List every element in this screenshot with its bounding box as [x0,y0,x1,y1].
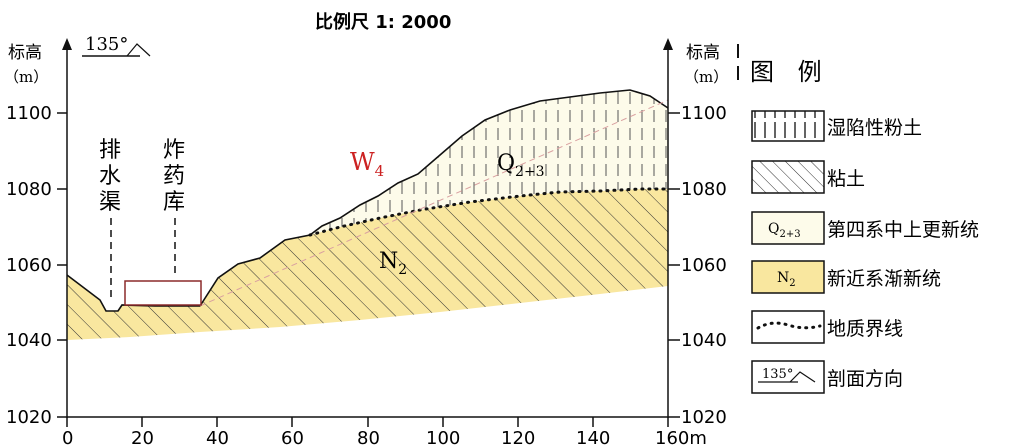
x-tick-20: 20 [131,428,154,447]
legend-item-neogene: N2 新近系渐新统 [751,260,941,294]
left-axis: 1100 1080 1060 1040 1020 [6,38,72,428]
left-axis-label-line2: （m） [4,68,48,86]
svg-text:药: 药 [163,164,185,189]
x-tick-100: 100 [426,428,460,447]
left-tick-1100: 1100 [6,103,52,124]
legend-label-clay: 粘土 [827,168,865,190]
x-tick-140: 140 [576,428,610,447]
legend-label-collapsible-loess: 湿陷性粉土 [827,117,922,139]
w4-label: W4 [350,148,384,180]
bottom-axis: 0 20 40 60 80 100 120 140 160m [62,416,707,447]
quaternary-label: Q2+3 [497,151,545,180]
svg-text:渠: 渠 [99,190,121,215]
scale-title: 比例尺 1: 2000 [315,11,451,33]
left-tick-1060: 1060 [6,255,52,276]
neogene-label: N2 [379,249,407,278]
svg-text:炸: 炸 [163,138,185,163]
right-tick-1040: 1040 [681,330,727,351]
geological-boundary [308,187,670,237]
depot-label: 炸 药 库 [163,138,185,215]
right-tick-1100: 1100 [681,103,727,124]
legend-item-boundary: 地质界线 [751,310,903,344]
legend-symbol-neogene: N2 [777,270,796,289]
right-axis-label-line2: （m） [684,68,728,86]
x-tick-40: 40 [206,428,229,447]
left-tick-1080: 1080 [6,179,52,200]
svg-text:库: 库 [163,190,185,215]
svg-text:水: 水 [99,164,121,189]
explosive-depot-box [124,280,202,306]
neogene-layer [67,189,668,340]
x-tick-80: 80 [357,428,380,447]
left-tick-1020: 1020 [6,407,52,428]
right-axis-label-line1: 标高 [686,43,720,63]
right-tick-1060: 1060 [681,255,727,276]
x-tick-120: 120 [501,428,535,447]
x-tick-0: 0 [62,428,73,447]
legend-title: 图 例 [750,58,830,86]
x-tick-60: 60 [281,428,304,447]
legend-label-boundary: 地质界线 [827,318,903,340]
legend-symbol-direction: 135° [762,367,793,382]
svg-text:排: 排 [99,138,121,163]
legend-label-direction: 剖面方向 [827,368,903,390]
legend-label-quaternary: 第四系中上更新统 [827,219,979,241]
legend-item-clay: 粘土 [751,160,865,194]
quaternary-layer [310,90,668,235]
legend-item-collapsible-loess: 湿陷性粉土 [751,110,922,142]
legend-item-quaternary: Q2+3 第四系中上更新统 [751,211,979,245]
right-axis: 1100 1080 1060 1040 1020 [663,38,727,428]
direction-symbol: 135° [82,34,151,57]
x-tick-160: 160m [655,428,707,447]
legend-item-direction: 135° 剖面方向 [751,360,903,394]
legend: 图 例 湿陷性粉土 粘土 Q2+3 第四系中上更新统 N2 新近系渐新统 [737,44,979,394]
left-tick-1040: 1040 [6,330,52,351]
legend-label-neogene: 新近系渐新统 [827,268,941,290]
legend-symbol-quaternary: Q2+3 [768,221,801,240]
direction-angle-text: 135° [85,34,128,55]
right-tick-1080: 1080 [681,179,727,200]
guide-line [199,99,669,307]
left-axis-label-line1: 标高 [8,43,42,63]
right-tick-1020: 1020 [681,407,727,428]
drain-label: 排 水 渠 [99,138,121,215]
